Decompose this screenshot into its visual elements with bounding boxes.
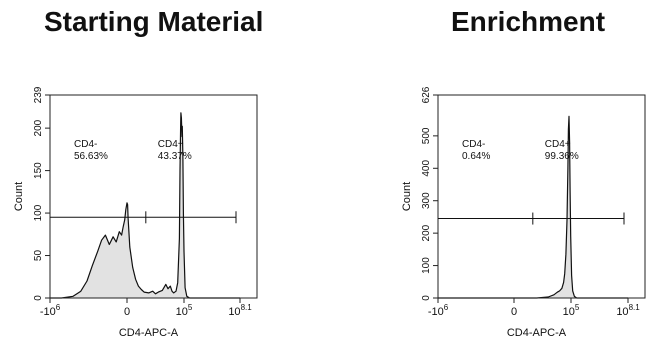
chart2-y-tick-label: 300 [421,192,432,209]
chart-title-starting-material: Starting Material [44,6,264,37]
chart2-gate-label: CD4- [462,139,485,150]
chart-title-enrichment: Enrichment [451,6,606,37]
chart2-y-tick-label: 400 [421,160,432,177]
chart2-x-tick-label: 105 [563,303,580,318]
chart1-x-tick-label: 0 [124,306,130,318]
chart2-y-tick-label: 0 [421,295,432,301]
chart2-histogram-line [438,115,628,299]
chart1-y-tick-label: 0 [33,295,44,301]
chart1-y-tick-label: 50 [33,250,44,262]
chart1-gate-label: CD4+ [158,139,184,150]
chart2-y-tick-label: 626 [421,86,432,103]
chart2-gate-label: CD4+ [545,139,571,150]
chart1-x-tick-label: 108.1 [228,303,252,318]
chart1-x-tick-label: 105 [176,303,193,318]
chart1-x-tick-label: -106 [40,303,61,318]
chart1-y-tick-label: 200 [33,119,44,136]
chart1-y-axis-label: Count [13,182,25,211]
chart1-y-tick-label: 100 [33,204,44,221]
chart2-gate-percent: 0.64% [462,151,490,162]
chart2-y-axis-label: Count [401,182,413,211]
chart2-x-tick-label: 0 [511,306,517,318]
chart2-y-tick-label: 100 [421,257,432,274]
chart2-y-tick-label: 200 [421,224,432,241]
chart2-plot-frame [437,94,646,299]
chart2-y-tick-label: 500 [421,127,432,144]
chart1-gate-label: CD4- [74,139,97,150]
chart1-histogram-line [50,112,240,299]
chart2-x-tick-label: 108.1 [616,303,640,318]
chart1-gate-percent: 43.37% [158,151,192,162]
chart1-y-tick-label: 239 [33,86,44,103]
chart2-x-axis-label: CD4-APC-A [507,327,567,339]
chart1-x-axis-label: CD4-APC-A [119,327,179,339]
chart1-y-tick-label: 150 [33,162,44,179]
chart1-plot-frame [49,94,258,299]
chart2-gate-percent: 99.36% [545,151,579,162]
chart1-gate-percent: 56.63% [74,151,108,162]
chart2-x-tick-label: -106 [428,303,449,318]
